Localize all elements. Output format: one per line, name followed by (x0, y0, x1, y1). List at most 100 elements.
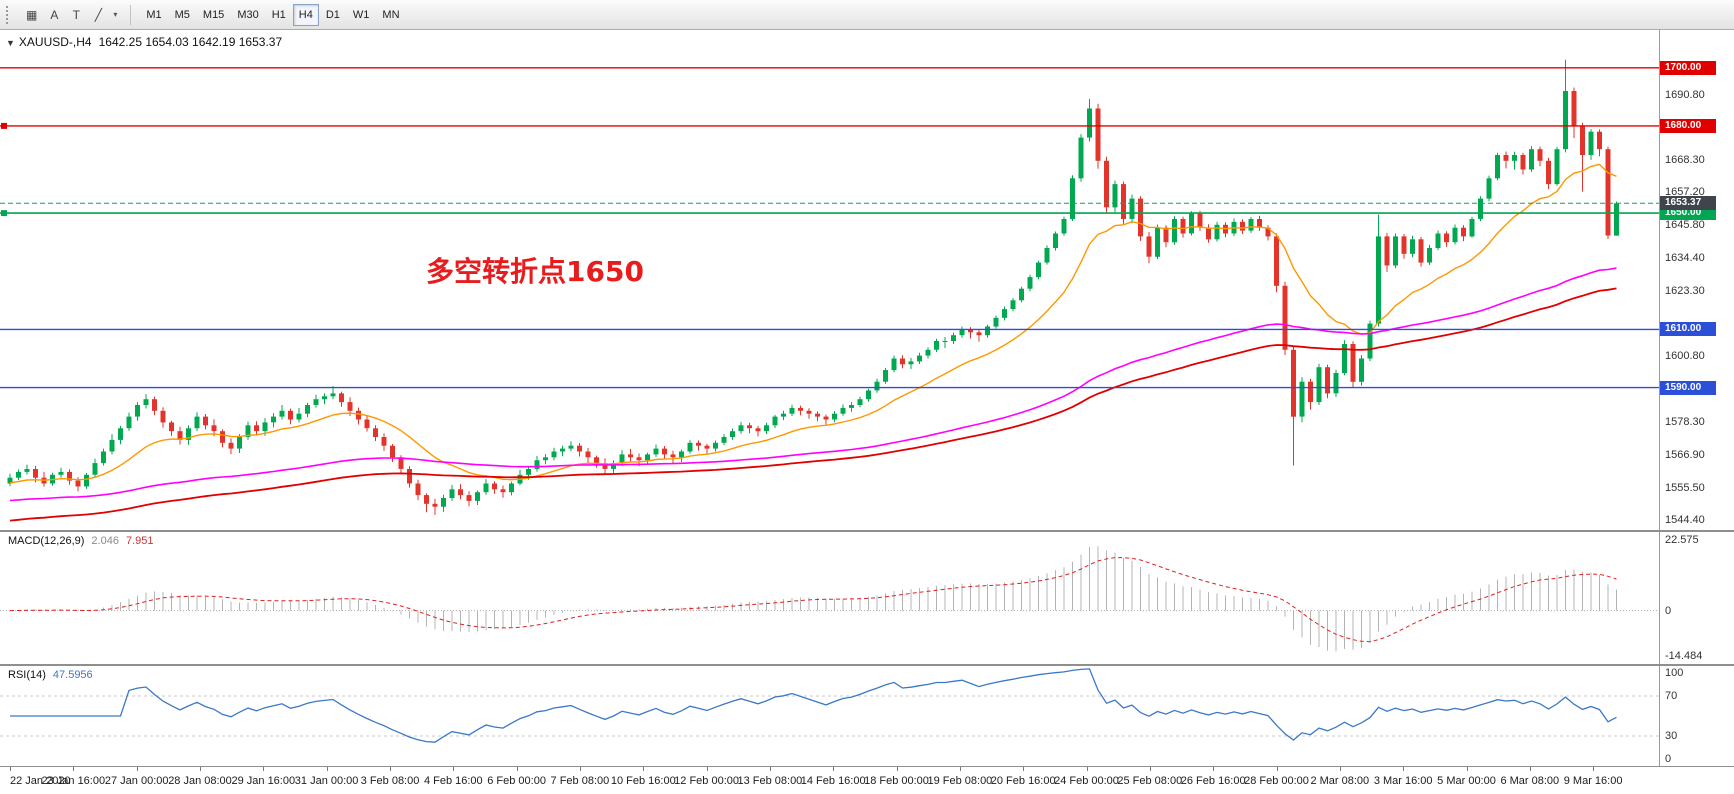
time-axis-label: 13 Feb 08:00 (737, 775, 803, 787)
axis-tick-label: 1634.40 (1665, 252, 1705, 265)
macd-axis[interactable]: 22.575 0 -14.484 (1660, 532, 1734, 664)
hline-price-badge: 1610.00 (1660, 322, 1716, 337)
timeframe-h4-button[interactable]: H4 (292, 3, 319, 26)
macd-panel[interactable]: MACD(12,26,9) 2.046 7.951 (0, 532, 1660, 664)
text-annotation-icon[interactable]: A (43, 4, 65, 26)
time-axis-label: 25 Feb 08:00 (1117, 775, 1183, 787)
time-axis-label: 2 Mar 08:00 (1310, 775, 1370, 787)
axis-tick-label: 100 (1665, 667, 1684, 679)
time-axis-tick (10, 767, 11, 771)
time-axis-label: 24 Feb 00:00 (1054, 775, 1119, 787)
collapse-triangle-icon[interactable]: ▼ (6, 38, 15, 48)
time-axis-tick (643, 767, 645, 771)
toolbar-grip[interactable] (6, 5, 13, 24)
time-axis-tick (959, 767, 961, 771)
axis-tick-label: 1657.20 (1665, 186, 1705, 199)
rsi-title: RSI(14) (8, 669, 46, 681)
panel-separator[interactable] (0, 530, 1734, 532)
time-axis-label: 27 Jan 00:00 (104, 775, 169, 787)
macd-title: MACD(12,26,9) (8, 535, 85, 547)
time-axis-tick (579, 767, 581, 771)
time-axis-tick (453, 767, 455, 771)
time-axis-label: 10 Feb 16:00 (610, 775, 676, 787)
current-price-badge: 1653.37 (1660, 196, 1716, 211)
time-axis-label: 3 Feb 08:00 (360, 775, 420, 787)
time-axis-tick (136, 767, 138, 771)
axis-tick-label: 1544.40 (1665, 514, 1705, 527)
time-axis-label: 19 Feb 08:00 (927, 775, 993, 787)
time-axis-label: 20 Feb 16:00 (990, 775, 1056, 787)
axis-tick-label: 1555.50 (1665, 481, 1705, 494)
time-axis-tick (706, 767, 708, 771)
time-axis-label: 7 Feb 08:00 (550, 775, 610, 787)
timeframe-buttons-group: M1 M5 M15 M30 H1 H4 D1 W1 MN (140, 3, 405, 26)
time-axis-label: 6 Feb 00:00 (487, 775, 546, 787)
text-annotation-1650[interactable]: 多空转折点1650 (426, 255, 644, 288)
rsi-value: 47.5956 (52, 669, 93, 681)
axis-tick-label: 1578.30 (1665, 415, 1705, 428)
time-axis[interactable]: 22 Jan 2020 23 Jan 16:00 27 Jan 00:00 28 Ja… (0, 766, 1660, 794)
time-axis-tick (1023, 767, 1025, 771)
axis-tick-label: 30 (1665, 730, 1678, 742)
timeframe-h1-button[interactable]: H1 (266, 4, 292, 26)
time-axis-tick (833, 767, 835, 771)
time-axis-label: 5 Mar 00:00 (1437, 775, 1496, 787)
timeframe-d1-button[interactable]: D1 (320, 4, 346, 26)
macd-main-value: 2.046 (91, 535, 119, 547)
timeframe-w1-button[interactable]: W1 (347, 4, 376, 26)
toolbar: ▦ A T ╱ ▾ M1 M5 M15 M30 H1 H4 D1 W1 MN (0, 0, 1734, 30)
time-axis-label: 4 Feb 16:00 (423, 775, 483, 787)
price-axis[interactable]: 1690.80 1668.30 1657.20 1645.80 1634.40 1623.… (1660, 30, 1734, 530)
time-axis-tick (1593, 767, 1595, 771)
rsi-canvas[interactable] (0, 666, 1659, 766)
time-axis-tick (1339, 767, 1341, 771)
time-axis-label: 3 Mar 16:00 (1373, 775, 1433, 787)
time-axis-tick (1403, 767, 1405, 771)
hline-price-badge: 1680.00 (1660, 118, 1716, 133)
timeframe-mn-button[interactable]: MN (376, 4, 405, 26)
hline-price-badge: 1700.00 (1660, 60, 1716, 75)
time-axis-tick (200, 767, 201, 771)
main-chart-panel[interactable]: ▼ XAUUSD-,H4 1642.25 1654.03 1642.19 1653.… (0, 30, 1660, 530)
time-axis-label: 9 Mar 16:00 (1563, 775, 1623, 787)
time-axis-label: 22 Jan 2020 (10, 775, 71, 787)
text-tool-icon[interactable]: T (65, 4, 87, 26)
time-axis-tick (390, 767, 391, 771)
timeframe-m15-button[interactable]: M15 (197, 4, 230, 26)
line-studies-icon[interactable]: ╱ (87, 4, 109, 26)
symbol-period-label: XAUUSD-,H4 (18, 35, 92, 49)
time-axis-tick (1276, 767, 1278, 771)
time-axis-label: 28 Jan 08:00 (168, 775, 232, 787)
time-axis-tick (1466, 767, 1468, 771)
chart-title: ▼ XAUUSD-,H4 1642.25 1654.03 1642.19 1653.… (6, 35, 282, 49)
time-axis-tick (516, 767, 518, 771)
time-axis-tick (896, 767, 898, 771)
time-axis-label: 23 Jan 16:00 (41, 775, 106, 787)
time-axis-label: 18 Feb 00:00 (864, 775, 929, 787)
time-axis-tick (263, 767, 265, 771)
line-studies-caret-icon[interactable]: ▾ (109, 4, 121, 26)
chart-grid: ▼ XAUUSD-,H4 1642.25 1654.03 1642.19 1653.… (0, 30, 1734, 794)
time-axis-tick (1149, 767, 1151, 771)
timeframe-m1-button[interactable]: M1 (140, 4, 167, 26)
toolbar-separator (130, 4, 132, 25)
macd-canvas[interactable] (0, 532, 1659, 664)
axis-corner (1660, 766, 1734, 794)
panel-separator[interactable] (0, 664, 1734, 666)
axis-tick-label: 1645.80 (1665, 219, 1705, 232)
timeframe-m30-button[interactable]: M30 (231, 4, 264, 26)
tool-buttons-group: ▦ A T ╱ ▾ (20, 4, 121, 26)
rsi-axis[interactable]: 100 70 30 0 (1660, 666, 1734, 766)
rsi-panel[interactable]: RSI(14) 47.5956 (0, 666, 1660, 766)
main-chart-canvas[interactable] (0, 30, 1659, 530)
time-axis-label: 26 Feb 16:00 (1180, 775, 1246, 787)
time-axis-label: 14 Feb 16:00 (800, 775, 866, 787)
objects-grid-icon[interactable]: ▦ (20, 4, 43, 26)
axis-tick-label: 1600.80 (1665, 350, 1705, 363)
timeframe-m5-button[interactable]: M5 (169, 4, 196, 26)
hline-price-badge: 1590.00 (1660, 380, 1716, 395)
time-axis-tick (769, 767, 771, 771)
time-axis-tick (326, 767, 328, 771)
time-axis-label: 31 Jan 00:00 (294, 775, 359, 787)
